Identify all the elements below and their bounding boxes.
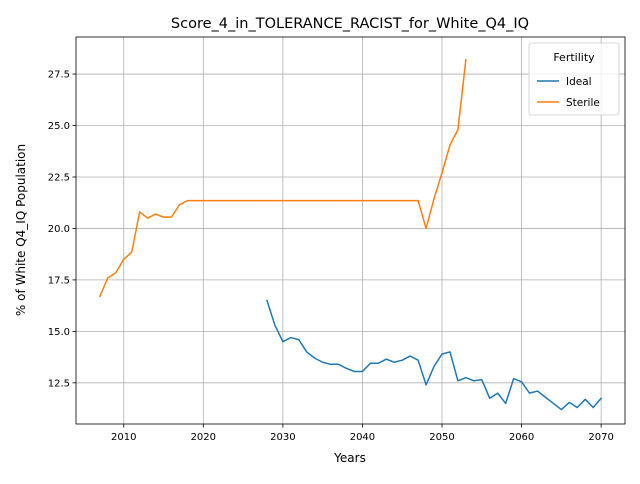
legend-title: Fertility [553,51,595,64]
x-tick-label: 2010 [111,432,136,443]
y-tick-label: 17.5 [48,275,70,286]
x-tick-label: 2040 [350,432,375,443]
y-tick-label: 25.0 [48,121,70,132]
y-axis-label: % of White Q4_IQ Population [14,144,28,316]
legend: Fertility Ideal Sterile [529,43,619,115]
x-tick-label: 2020 [191,432,216,443]
x-tick-label: 2060 [509,432,534,443]
legend-entry-ideal: Ideal [566,76,592,88]
x-tick-label: 2070 [588,432,613,443]
y-tick-label: 20.0 [48,224,70,235]
x-tick-label: 2030 [270,432,295,443]
x-axis-label: Years [333,451,366,465]
y-tick-label: 22.5 [48,172,70,183]
legend-entry-sterile: Sterile [566,97,600,109]
x-tick-label: 2050 [429,432,454,443]
y-tick-label: 12.5 [48,378,70,389]
y-tick-label: 15.0 [48,327,70,338]
chart-title: Score_4_in_TOLERANCE_RACIST_for_White_Q4… [171,16,529,32]
y-tick-label: 27.5 [48,70,70,81]
